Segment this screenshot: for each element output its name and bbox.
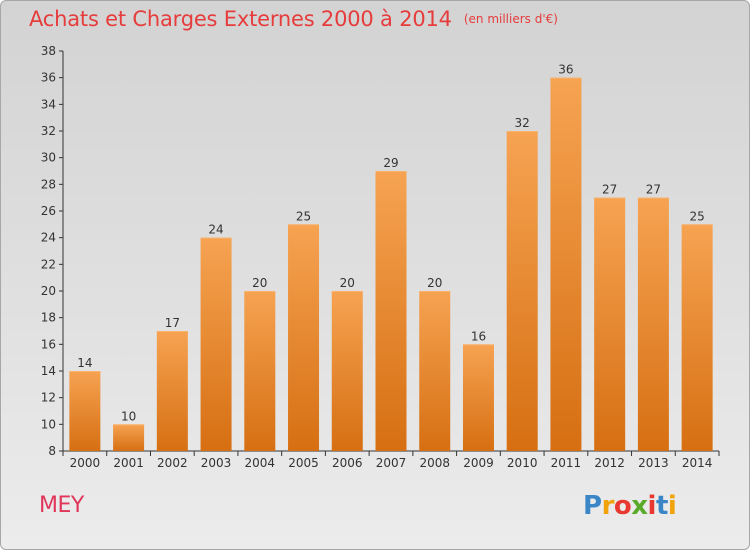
data-label: 16 (471, 329, 486, 343)
y-tick-label: 24 (41, 231, 56, 245)
y-tick-label: 16 (41, 337, 56, 351)
logo-letter: r (601, 491, 615, 521)
bar (288, 224, 320, 451)
y-tick-label: 22 (41, 257, 56, 271)
data-label: 27 (602, 183, 617, 197)
data-label: 24 (208, 223, 223, 237)
logo-letter: P (583, 491, 602, 521)
title-row: Achats et Charges Externes 2000 à 2014 (e… (29, 7, 558, 31)
data-label: 36 (558, 63, 573, 77)
x-tick-label: 2014 (682, 456, 713, 470)
y-tick-label: 18 (41, 311, 56, 325)
data-label: 25 (296, 209, 311, 223)
bar (419, 291, 451, 451)
data-label: 29 (383, 156, 398, 170)
y-tick-label: 26 (41, 204, 56, 218)
bar (637, 197, 669, 451)
data-label: 32 (515, 116, 530, 130)
logo-letter: o (613, 491, 632, 521)
x-tick-label: 2005 (288, 456, 319, 470)
data-label: 17 (165, 316, 180, 330)
y-tick-label: 34 (41, 97, 56, 111)
logo-letter: x (631, 491, 648, 521)
data-label: 20 (252, 276, 267, 290)
y-tick-label: 32 (41, 124, 56, 138)
data-label: 25 (689, 209, 704, 223)
bar (550, 77, 582, 452)
data-label: 20 (427, 276, 442, 290)
y-tick-label: 8 (48, 444, 56, 458)
unit-label: (en milliers d'€) (463, 12, 558, 26)
logo-letter: i (647, 491, 657, 521)
y-tick-label: 10 (41, 417, 56, 431)
bar (331, 291, 363, 451)
y-tick-label: 12 (41, 391, 56, 405)
bar (681, 224, 713, 451)
y-tick-label: 28 (41, 177, 56, 191)
bar (506, 131, 538, 451)
x-tick-label: 2001 (113, 456, 144, 470)
x-tick-label: 2006 (332, 456, 363, 470)
axes: 8 10 12 14 16 18 20 22 24 26 28 30 32 34 36 38 2000 2001 2… (41, 44, 720, 470)
bar (375, 171, 407, 451)
proxiti-logo[interactable]: Proxiti (583, 491, 677, 521)
commune-name: MEY (39, 493, 84, 518)
x-tick-label: 2004 (245, 456, 276, 470)
logo-letter: t (655, 491, 668, 521)
x-tick-label: 2002 (157, 456, 188, 470)
x-tick-label: 2012 (594, 456, 625, 470)
y-tick-label: 36 (41, 71, 56, 85)
data-label: 14 (77, 356, 92, 370)
bar (462, 344, 494, 451)
data-label: 10 (121, 409, 136, 423)
bar (594, 197, 626, 451)
data-label: 27 (646, 183, 661, 197)
data-label: 20 (340, 276, 355, 290)
x-tick-label: 2013 (638, 456, 669, 470)
x-tick-label: 2011 (551, 456, 582, 470)
x-tick-label: 2009 (463, 456, 494, 470)
bar (156, 331, 188, 451)
bars: 14 10 17 24 20 25 20 29 20 16 32 36 27 27 25 (69, 63, 713, 452)
chart-title: Achats et Charges Externes 2000 à 2014 (29, 7, 452, 31)
y-tick-label: 20 (41, 284, 56, 298)
x-tick-label: 2000 (70, 456, 101, 470)
logo-letter: i (667, 491, 677, 521)
y-tick-label: 14 (41, 364, 56, 378)
bar (200, 237, 232, 451)
bar (244, 291, 276, 451)
y-tick-label: 30 (41, 151, 56, 165)
x-tick-label: 2007 (376, 456, 407, 470)
y-tick-label: 38 (41, 44, 56, 58)
bar (69, 371, 101, 451)
x-tick-label: 2003 (201, 456, 232, 470)
bar (113, 424, 145, 451)
x-tick-label: 2008 (419, 456, 450, 470)
x-tick-label: 2010 (507, 456, 538, 470)
